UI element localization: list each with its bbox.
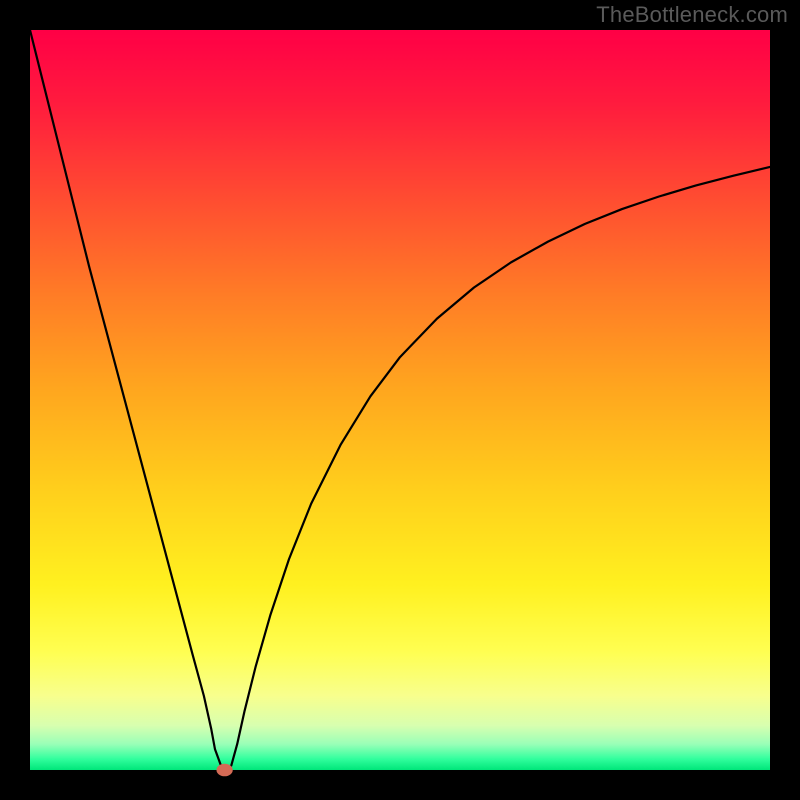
watermark-text: TheBottleneck.com	[596, 2, 788, 28]
bottleneck-marker	[216, 764, 232, 777]
bottleneck-curve	[30, 30, 770, 770]
chart-container: TheBottleneck.com	[0, 0, 800, 800]
plot-area	[30, 30, 770, 770]
curve-right-branch	[231, 167, 770, 766]
curve-left-branch	[30, 30, 221, 766]
